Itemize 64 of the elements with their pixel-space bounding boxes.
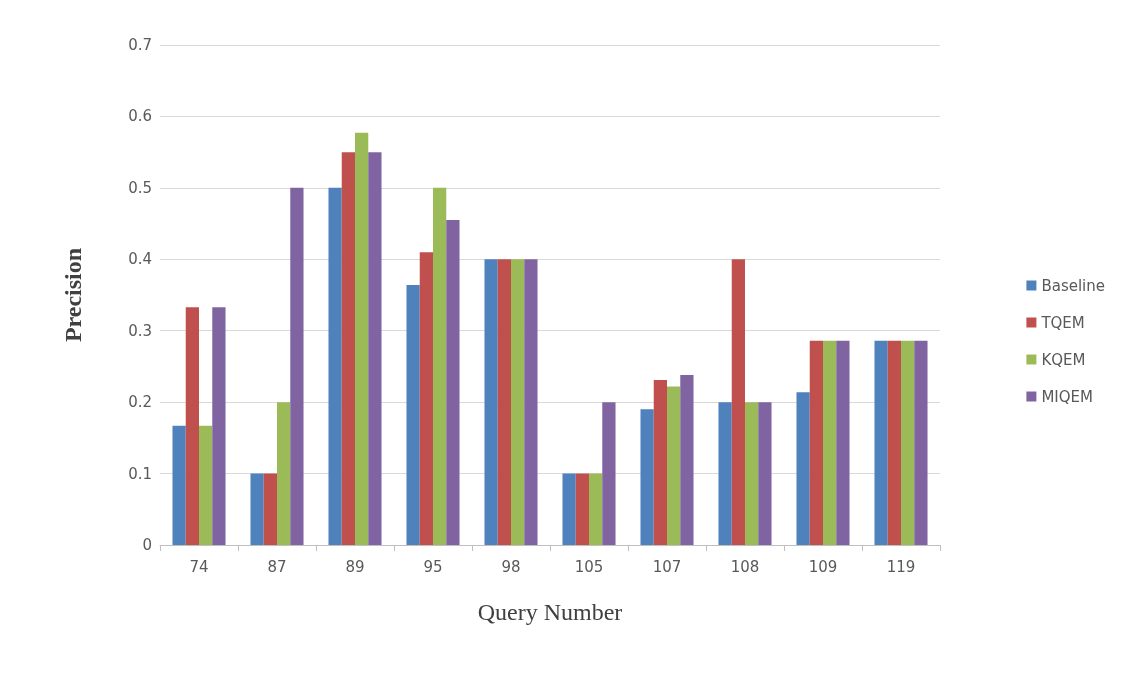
x-tick-label: 109	[808, 557, 838, 576]
y-axis-title: Precision	[60, 247, 86, 343]
legend-label: Baseline	[1041, 276, 1106, 295]
y-tick-label: 0.6	[128, 107, 152, 126]
bar	[172, 425, 186, 545]
bar	[680, 375, 694, 545]
bar	[433, 187, 447, 545]
bar	[914, 340, 928, 545]
bar	[368, 152, 382, 545]
bar	[511, 259, 525, 545]
bar	[731, 259, 745, 545]
bar	[640, 409, 654, 545]
bar	[796, 392, 810, 545]
x-tick-label: 95	[423, 557, 443, 576]
bar	[497, 259, 511, 545]
x-tick-label: 108	[730, 557, 760, 576]
x-axis-title: Query Number	[477, 599, 623, 625]
bar	[667, 386, 681, 545]
bar	[212, 307, 226, 545]
bar	[602, 402, 616, 545]
bar	[355, 132, 369, 545]
bar	[874, 340, 888, 545]
bar	[745, 402, 759, 545]
bar	[290, 187, 304, 545]
bar	[524, 259, 538, 545]
bar	[823, 340, 837, 545]
bar	[887, 340, 901, 545]
legend-label: KQEM	[1041, 350, 1086, 369]
x-tick-label: 74	[189, 557, 209, 576]
bar	[589, 473, 603, 545]
bar	[901, 340, 915, 545]
x-tick-label: 105	[574, 557, 604, 576]
y-tick-label: 0.7	[128, 36, 152, 54]
y-tick-label: 0.2	[128, 393, 152, 412]
bar	[836, 340, 850, 545]
bar	[419, 252, 433, 545]
y-tick-label: 0	[142, 536, 152, 554]
x-tick-label: 87	[267, 557, 287, 576]
bar	[250, 473, 264, 545]
bar	[758, 402, 772, 545]
bar	[446, 220, 460, 545]
x-tick-label: 119	[886, 557, 916, 576]
legend-label: TQEM	[1040, 313, 1085, 332]
bar	[341, 152, 355, 545]
bar	[185, 307, 199, 545]
bar	[809, 340, 823, 545]
bar	[653, 380, 667, 545]
bar	[406, 285, 420, 545]
x-tick-label: 107	[652, 557, 682, 576]
x-tick-label: 89	[345, 557, 365, 576]
legend-label: MIQEM	[1041, 387, 1093, 406]
y-tick-label: 0.1	[128, 464, 152, 483]
bar	[328, 187, 342, 545]
bar	[575, 473, 589, 545]
y-tick-label: 0.3	[128, 321, 152, 340]
bar	[263, 473, 277, 545]
y-tick-label: 0.5	[128, 178, 152, 197]
y-tick-label: 0.4	[128, 250, 152, 269]
bar	[718, 402, 732, 545]
bar	[562, 473, 576, 545]
bar	[484, 259, 498, 545]
bar	[199, 425, 213, 545]
bar	[277, 402, 291, 545]
x-tick-label: 98	[501, 557, 521, 576]
